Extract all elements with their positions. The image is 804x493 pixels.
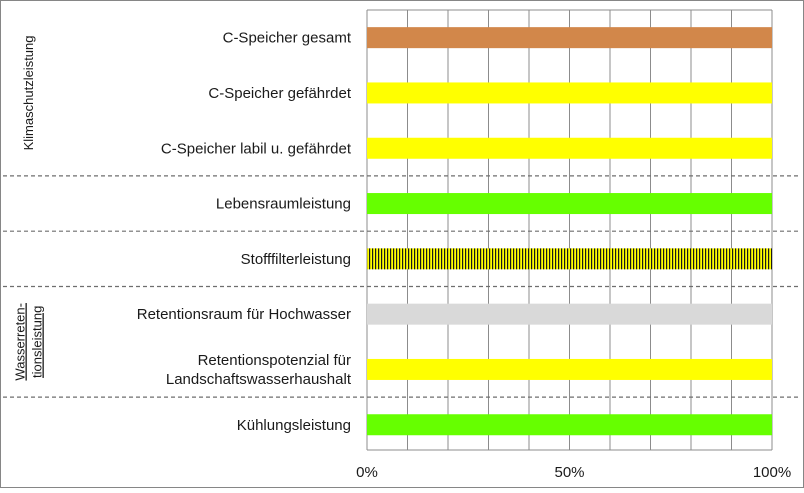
group-label: Klimaschutzleistung [21,36,36,151]
bars [367,27,772,436]
category-label: C-Speicher labil u. gefährdet [161,140,352,157]
category-label: Retentionsraum für Hochwasser [137,306,351,323]
category-label: Retentionspotenzial für [198,352,351,369]
category-label: Kühlungsleistung [237,417,351,434]
x-tick-label: 0% [356,464,378,481]
bar [367,303,772,325]
bar [367,27,772,49]
x-axis-ticks: 0% 50% 100% [356,464,791,481]
bar [367,82,772,104]
group-label: Wasserreten- [13,303,28,381]
bar [367,137,772,159]
bar [367,414,772,436]
category-label: Stofffilterleistung [241,251,351,268]
bar [367,358,772,380]
bar [367,248,772,270]
x-tick-label: 50% [554,464,584,481]
category-labels: C-Speicher gesamt C-Speicher gefährdet C-S… [137,30,352,434]
group-separators [3,175,801,398]
bar [367,193,772,215]
category-label: C-Speicher gesamt [223,30,352,47]
category-label: Landschaftswasserhaushalt [166,371,352,388]
group-label: tionsleistung [30,306,45,378]
group-labels: Klimaschutzleistung Wasserreten-tionsleis… [13,36,45,381]
category-label: Lebensraumleistung [216,196,351,213]
x-tick-label: 100% [753,464,791,481]
category-label: C-Speicher gefährdet [208,85,351,102]
